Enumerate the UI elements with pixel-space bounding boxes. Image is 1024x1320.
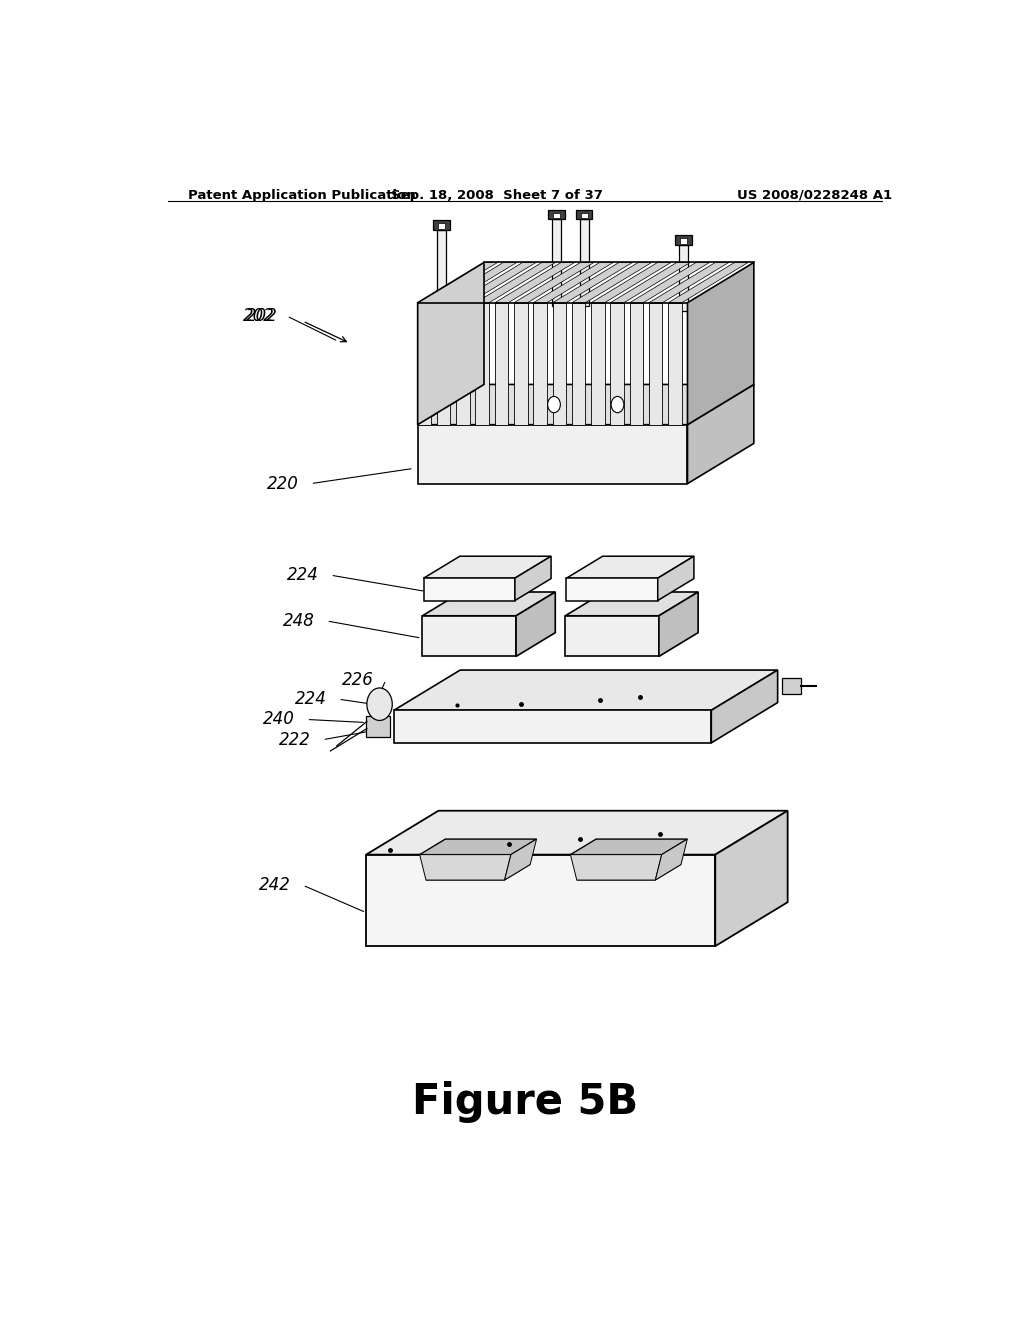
Polygon shape [549,210,564,219]
Polygon shape [553,213,560,218]
Polygon shape [367,810,787,854]
Polygon shape [657,556,694,601]
Polygon shape [418,263,484,425]
Polygon shape [591,263,671,302]
Text: 242: 242 [259,876,291,894]
Text: 224: 224 [287,566,318,585]
Polygon shape [577,865,681,880]
Text: 222: 222 [279,731,310,748]
Polygon shape [418,384,754,425]
Polygon shape [423,615,516,656]
Polygon shape [591,302,604,425]
Polygon shape [423,591,555,615]
Polygon shape [571,263,651,302]
Polygon shape [781,678,802,694]
Polygon shape [649,263,729,302]
Text: 248: 248 [283,612,314,630]
Polygon shape [437,263,517,302]
Polygon shape [437,223,445,228]
Text: Figure 5B: Figure 5B [412,1081,638,1122]
Text: 202: 202 [246,308,278,325]
Polygon shape [418,263,498,302]
Polygon shape [669,263,749,302]
Text: 220: 220 [267,475,299,492]
Polygon shape [577,210,593,219]
Polygon shape [426,865,530,880]
Polygon shape [515,556,551,601]
Polygon shape [420,840,537,854]
Polygon shape [581,213,588,218]
Polygon shape [516,591,555,656]
Polygon shape [566,556,694,578]
Polygon shape [687,384,754,483]
Polygon shape [394,671,777,710]
Polygon shape [367,854,715,946]
Polygon shape [649,302,663,425]
Polygon shape [610,302,624,425]
Polygon shape [658,591,698,656]
Text: Sep. 18, 2008  Sheet 7 of 37: Sep. 18, 2008 Sheet 7 of 37 [391,189,603,202]
Polygon shape [715,810,787,946]
Polygon shape [553,263,633,302]
Text: US 2008/0228248 A1: US 2008/0228248 A1 [737,189,892,202]
Text: 202: 202 [243,308,275,325]
Circle shape [611,396,624,413]
Polygon shape [436,230,446,306]
Polygon shape [505,840,537,880]
Polygon shape [655,840,687,880]
Polygon shape [367,717,390,737]
Polygon shape [424,556,551,578]
Polygon shape [552,219,561,306]
Polygon shape [566,578,657,601]
Text: 224: 224 [295,690,327,708]
Polygon shape [610,263,690,302]
Polygon shape [580,219,589,306]
Polygon shape [475,263,555,302]
Polygon shape [565,591,698,615]
Polygon shape [418,302,431,425]
Polygon shape [433,220,450,230]
Polygon shape [676,235,691,244]
Polygon shape [420,854,511,880]
Polygon shape [495,263,574,302]
Polygon shape [630,263,710,302]
Polygon shape [553,302,566,425]
Polygon shape [679,244,688,312]
Polygon shape [457,263,536,302]
Polygon shape [680,238,687,244]
Polygon shape [475,302,489,425]
Polygon shape [457,302,470,425]
Polygon shape [570,854,662,880]
Polygon shape [712,671,777,743]
Polygon shape [570,840,687,854]
Polygon shape [687,263,754,425]
Polygon shape [495,302,508,425]
Polygon shape [534,302,547,425]
Polygon shape [514,263,594,302]
Circle shape [367,688,392,721]
Polygon shape [630,302,643,425]
Polygon shape [534,263,613,302]
Polygon shape [565,615,658,656]
Text: Patent Application Publication: Patent Application Publication [187,189,416,202]
Polygon shape [571,302,586,425]
Polygon shape [424,578,515,601]
Polygon shape [514,302,527,425]
Polygon shape [669,302,682,425]
Circle shape [548,396,560,413]
Polygon shape [394,710,712,743]
Text: 240: 240 [263,710,295,729]
Polygon shape [437,302,451,425]
Text: 226: 226 [342,671,374,689]
Polygon shape [418,425,687,483]
